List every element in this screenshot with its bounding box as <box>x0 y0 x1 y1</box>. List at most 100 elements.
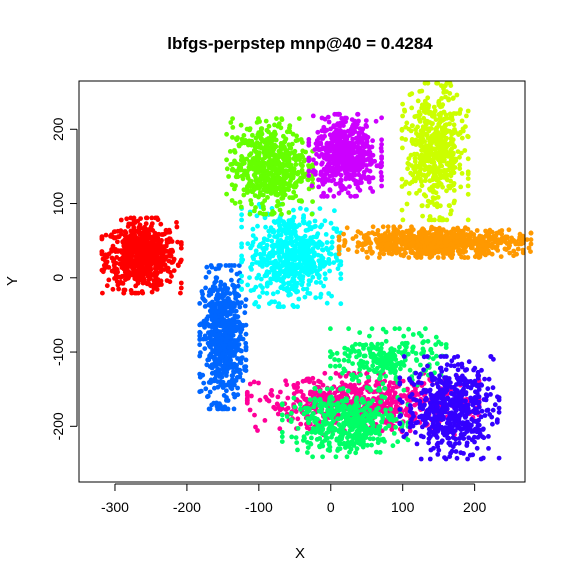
cluster-1-point <box>216 332 222 337</box>
cluster-1-point <box>230 373 236 379</box>
cluster-1-point <box>225 302 230 308</box>
cluster-6-point <box>336 247 342 252</box>
cluster-3-point <box>262 138 267 144</box>
cluster-1-point <box>209 402 215 408</box>
cluster-4-point <box>361 169 367 175</box>
cluster-3-point <box>283 151 289 157</box>
cluster-4-point <box>335 170 341 176</box>
cluster-3-point <box>261 174 267 180</box>
cluster-6-point <box>438 248 444 254</box>
cluster-3-point <box>275 199 281 204</box>
cluster-2-point <box>331 260 337 265</box>
cluster-3-point <box>246 182 252 188</box>
cluster-4-point <box>331 193 337 199</box>
cluster-6-point <box>418 255 424 260</box>
cluster-2-point <box>291 207 296 213</box>
cluster-4-point <box>328 144 334 150</box>
cluster-3-point <box>248 198 254 203</box>
cluster-5-point <box>420 213 425 219</box>
cluster-2-point <box>338 271 344 277</box>
cluster-1-point <box>242 303 248 309</box>
cluster-5-point <box>448 83 454 88</box>
cluster-4-point <box>340 133 346 138</box>
cluster-0-point <box>122 233 128 239</box>
cluster-3-point <box>278 150 284 156</box>
cluster-2-point <box>275 304 281 310</box>
cluster-7-point <box>277 426 283 432</box>
cluster-1-point <box>226 296 231 301</box>
cluster-5-point <box>426 168 432 173</box>
cluster-2-point <box>322 218 328 224</box>
cluster-3-point <box>280 201 286 207</box>
cluster-4-point <box>350 141 355 147</box>
cluster-2-point <box>261 252 267 257</box>
cluster-6-point <box>377 255 382 260</box>
cluster-2-point <box>324 240 330 245</box>
cluster-7-point <box>316 378 321 384</box>
cluster-5-point <box>435 145 441 151</box>
cluster-1-point <box>231 369 236 374</box>
cluster-3-point <box>277 207 283 213</box>
cluster-1-point <box>213 321 219 327</box>
cluster-1-point <box>238 371 243 377</box>
cluster-3-point <box>224 131 230 137</box>
cluster-2-point <box>304 286 310 292</box>
cluster-0-point <box>155 217 161 223</box>
cluster-5-point <box>434 125 440 131</box>
cluster-5-point <box>403 137 408 142</box>
cluster-2-point <box>276 264 282 269</box>
cluster-0-point <box>178 280 184 286</box>
cluster-2-point <box>267 233 272 239</box>
cluster-3-point <box>275 191 281 197</box>
cluster-4-point <box>341 166 347 171</box>
cluster-7-point <box>303 397 308 403</box>
cluster-2-point <box>300 248 306 254</box>
cluster-0-point <box>171 268 177 273</box>
cluster-3-point <box>263 118 269 124</box>
cluster-0-point <box>151 282 157 288</box>
cluster-4-point <box>313 161 319 166</box>
cluster-1-point <box>218 379 224 384</box>
cluster-3-point <box>286 210 292 215</box>
cluster-4-point <box>319 135 325 141</box>
cluster-3-point <box>280 195 286 201</box>
cluster-2-point <box>294 224 300 230</box>
cluster-5-point <box>436 137 442 143</box>
cluster-3-point <box>261 206 266 212</box>
cluster-5-point <box>446 183 452 189</box>
cluster-0-point <box>146 249 152 255</box>
cluster-7-point <box>311 389 317 395</box>
cluster-2-point <box>267 301 272 306</box>
cluster-6-point <box>382 237 387 243</box>
cluster-3-point <box>230 125 236 130</box>
cluster-4-point <box>366 179 372 185</box>
cluster-4-point <box>360 150 366 156</box>
cluster-2-point <box>289 239 294 244</box>
cluster-3-point <box>278 182 283 188</box>
cluster-2-point <box>338 276 344 281</box>
cluster-4-point <box>327 187 333 193</box>
cluster-1-point <box>203 285 209 291</box>
cluster-1-point <box>228 268 234 273</box>
cluster-3-point <box>257 119 262 124</box>
cluster-2-point <box>308 278 313 284</box>
cluster-4-point <box>369 161 374 166</box>
cluster-1-point <box>223 338 229 344</box>
cluster-2-point <box>311 251 317 257</box>
cluster-6-point <box>459 238 464 244</box>
cluster-2-point <box>239 253 245 259</box>
cluster-0-point <box>115 234 121 240</box>
cluster-6-point <box>435 233 441 239</box>
cluster-1-point <box>208 377 214 383</box>
cluster-1-point <box>234 362 240 368</box>
cluster-6-point <box>387 235 393 241</box>
cluster-2-point <box>268 225 274 231</box>
cluster-3-point <box>268 171 274 177</box>
cluster-0-point <box>115 228 121 234</box>
cluster-0-point <box>178 257 184 263</box>
cluster-7-point <box>271 404 277 410</box>
cluster-2-point <box>285 255 290 261</box>
cluster-2-point <box>283 230 289 236</box>
cluster-7-point <box>392 390 398 396</box>
cluster-2-point <box>275 218 281 224</box>
